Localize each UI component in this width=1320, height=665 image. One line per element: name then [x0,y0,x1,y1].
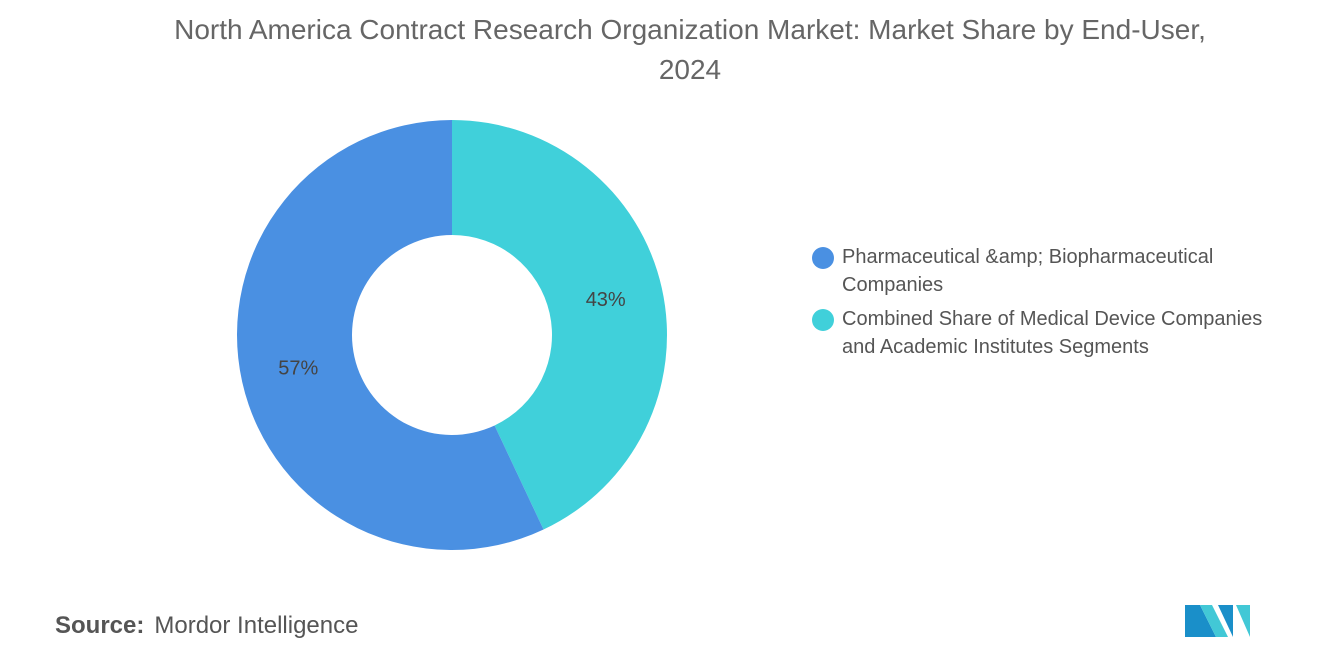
legend-label: Pharmaceutical &amp; Biopharmaceutical C… [842,246,1214,296]
source: Source: Mordor Intelligence [55,612,358,640]
data-label: 43% [586,289,626,311]
source-text: Mordor Intelligence [154,612,359,639]
legend-swatch [812,247,834,269]
data-label: 57% [278,358,318,380]
legend-swatch [812,309,834,331]
chart-title: North America Contract Research Organiza… [174,14,1206,85]
source-label: Source: [55,612,145,639]
legend-item: Combined Share of Medical Device Compani… [812,305,1267,361]
donut-slice [452,120,667,530]
legend-item: Pharmaceutical &amp; Biopharmaceutical C… [812,243,1267,299]
legend-label: Combined Share of Medical Device Compani… [842,308,1263,358]
donut-slice [236,120,544,551]
logo [1185,605,1250,637]
